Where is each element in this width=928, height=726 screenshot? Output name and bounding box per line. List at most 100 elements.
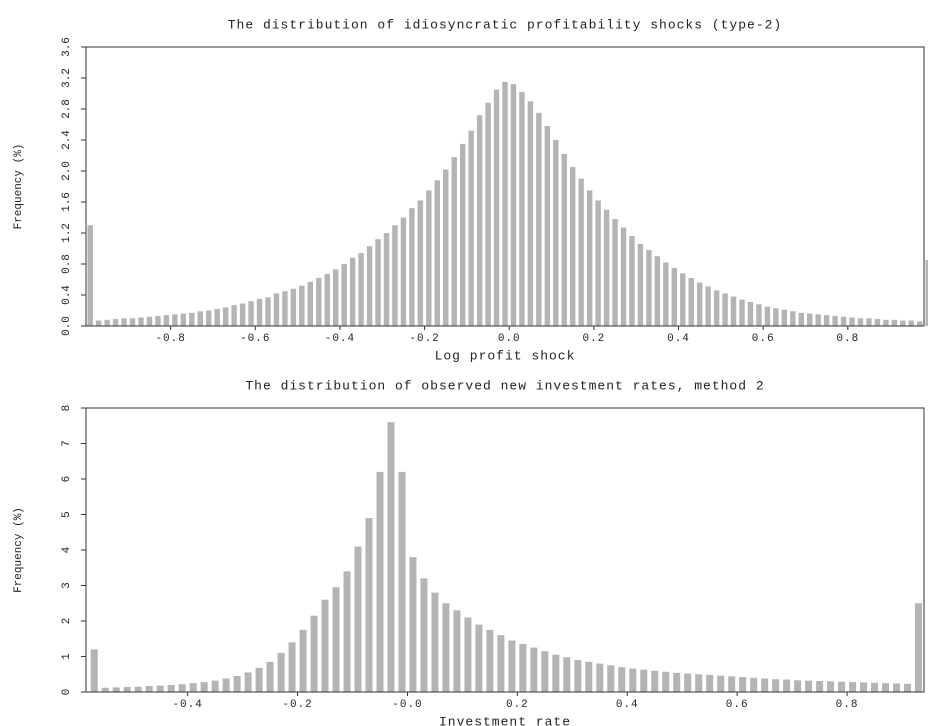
bar [104,319,110,326]
bar [673,672,681,692]
bar [688,277,694,326]
bar [646,250,652,326]
bar [671,267,678,326]
bar [365,518,373,692]
bar [324,274,330,326]
bar [510,84,517,326]
bar [387,422,395,692]
y-axis-label: Frequency (%) [13,507,25,593]
bar [823,315,830,326]
bar [485,102,491,326]
bar [750,677,758,692]
bar [544,126,551,326]
bar [730,296,737,326]
bar [354,546,362,692]
bar [475,624,483,692]
bar [434,180,440,326]
bar [891,319,898,326]
bar [827,681,835,692]
bar [420,578,428,692]
bar [662,671,670,692]
bar [398,471,406,692]
bar [857,318,864,326]
x-tick-label: -0.4 [172,699,202,711]
bar [527,101,534,326]
bar [815,314,821,326]
bar [211,680,219,692]
x-tick-label: 0.2 [506,699,529,711]
y-tick-label: 1 [61,653,73,660]
bar [595,200,601,326]
y-tick-label: 8 [61,405,73,412]
y-tick-label: 3.2 [61,68,73,88]
x-axis-label: Log profit shock [435,348,576,363]
bar [519,91,525,326]
y-tick-label: 2.4 [61,130,73,150]
y-tick-label: 2.0 [61,161,73,181]
bar [332,587,340,692]
bar [761,678,769,692]
bar [680,273,686,326]
bar [866,318,872,326]
x-tick-label: -0.8 [155,333,185,345]
y-tick-label: 0.8 [61,254,73,274]
bar [874,319,881,326]
bar [722,293,728,326]
bar [640,669,648,692]
bar [563,657,571,692]
x-tick-label: 0.6 [752,333,775,345]
bar [637,243,644,326]
bar [464,617,472,692]
bar [231,305,237,326]
bar [773,308,779,326]
bar [705,286,711,326]
bar [299,629,307,692]
y-tick-label: 0.4 [61,285,73,305]
bar [189,683,197,692]
y-tick-label: 2.8 [61,99,73,119]
bar [798,312,804,326]
bar [222,307,229,326]
bar [530,647,538,692]
bar [849,317,855,326]
bar [816,680,824,692]
bar [552,654,560,692]
bar [123,687,131,692]
bar [860,682,868,692]
x-tick-label: 0.8 [836,699,859,711]
plot-frame [85,46,925,327]
bar [244,672,252,692]
bar [794,680,802,692]
bar [288,642,296,692]
bar [629,668,637,692]
bar [781,309,788,326]
y-tick-label: 7 [61,440,73,447]
bar [101,687,109,692]
bar [163,315,170,326]
bar [146,316,153,326]
bar [790,311,796,326]
bar [155,315,161,326]
bar [618,667,626,692]
bar [574,660,582,692]
bar [502,81,508,326]
bar [451,157,457,326]
bar [256,298,263,326]
bar [417,200,424,326]
bar [442,603,450,692]
bar [764,306,771,326]
bar [95,320,102,326]
x-tick-label: -0.4 [325,333,355,345]
bar [273,293,280,326]
x-tick-label: 0.6 [726,699,749,711]
bar [772,679,780,692]
bar [299,285,305,326]
bar [332,269,339,326]
bar [145,685,153,692]
bar [728,676,736,692]
y-tick-label: 0.0 [61,316,73,336]
bar [536,112,542,326]
bar [570,167,576,326]
bar [431,592,439,692]
bar [200,682,208,692]
